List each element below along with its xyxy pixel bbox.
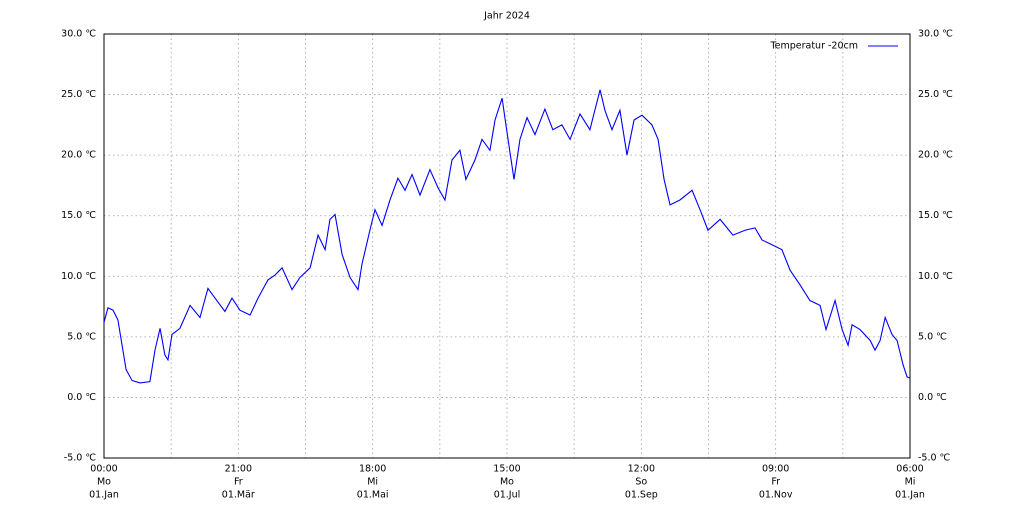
x-tick-label: 15:00 bbox=[493, 464, 520, 475]
x-tick-label: 01.Mai bbox=[357, 490, 389, 501]
y-tick-label: 5.0 ℃ bbox=[67, 331, 96, 342]
x-tick-label: Fr bbox=[234, 477, 243, 488]
x-tick-label: 12:00 bbox=[628, 464, 655, 475]
x-tick-label: Mi bbox=[367, 477, 378, 488]
y-tick-label: 25.0 ℃ bbox=[61, 89, 96, 100]
x-tick-label: 01.Jul bbox=[494, 490, 521, 501]
y2-tick-label: 15.0 ℃ bbox=[918, 210, 953, 221]
chart-title: Jahr 2024 bbox=[483, 11, 530, 22]
x-tick-label: 21:00 bbox=[225, 464, 252, 475]
y-tick-label: 15.0 ℃ bbox=[61, 210, 96, 221]
y2-tick-label: 20.0 ℃ bbox=[918, 150, 953, 161]
y2-tick-label: 5.0 ℃ bbox=[918, 331, 947, 342]
x-tick-label: 01.Mär bbox=[222, 490, 255, 501]
x-tick-label: 01.Jan bbox=[895, 490, 925, 501]
x-tick-label: 18:00 bbox=[359, 464, 386, 475]
x-tick-label: Mo bbox=[97, 477, 111, 488]
x-tick-label: 01.Jan bbox=[89, 490, 119, 501]
x-tick-label: 09:00 bbox=[762, 464, 789, 475]
x-tick-label: 01.Nov bbox=[759, 490, 793, 501]
y2-tick-label: 10.0 ℃ bbox=[918, 271, 953, 282]
legend-label: Temperatur -20cm bbox=[769, 41, 858, 52]
x-tick-label: Fr bbox=[771, 477, 780, 488]
x-tick-label: 06:00 bbox=[896, 464, 923, 475]
x-tick-label: 01.Sep bbox=[625, 490, 658, 501]
plot-frame bbox=[103, 33, 911, 459]
x-tick-label: 00:00 bbox=[90, 464, 117, 475]
y-tick-label: 0.0 ℃ bbox=[67, 392, 96, 403]
y2-tick-label: -5.0 ℃ bbox=[918, 453, 951, 464]
y2-tick-label: 30.0 ℃ bbox=[918, 29, 953, 40]
y-tick-label: 20.0 ℃ bbox=[61, 150, 96, 161]
data-line bbox=[103, 89, 911, 384]
y2-tick-label: 0.0 ℃ bbox=[918, 392, 947, 403]
y-tick-label: 30.0 ℃ bbox=[61, 29, 96, 40]
x-tick-label: Mo bbox=[500, 477, 514, 488]
x-tick-label: Mi bbox=[905, 477, 916, 488]
y-tick-label: 10.0 ℃ bbox=[61, 271, 96, 282]
x-tick-label: So bbox=[635, 477, 647, 488]
y-tick-label: -5.0 ℃ bbox=[64, 453, 97, 464]
y2-tick-label: 25.0 ℃ bbox=[918, 89, 953, 100]
